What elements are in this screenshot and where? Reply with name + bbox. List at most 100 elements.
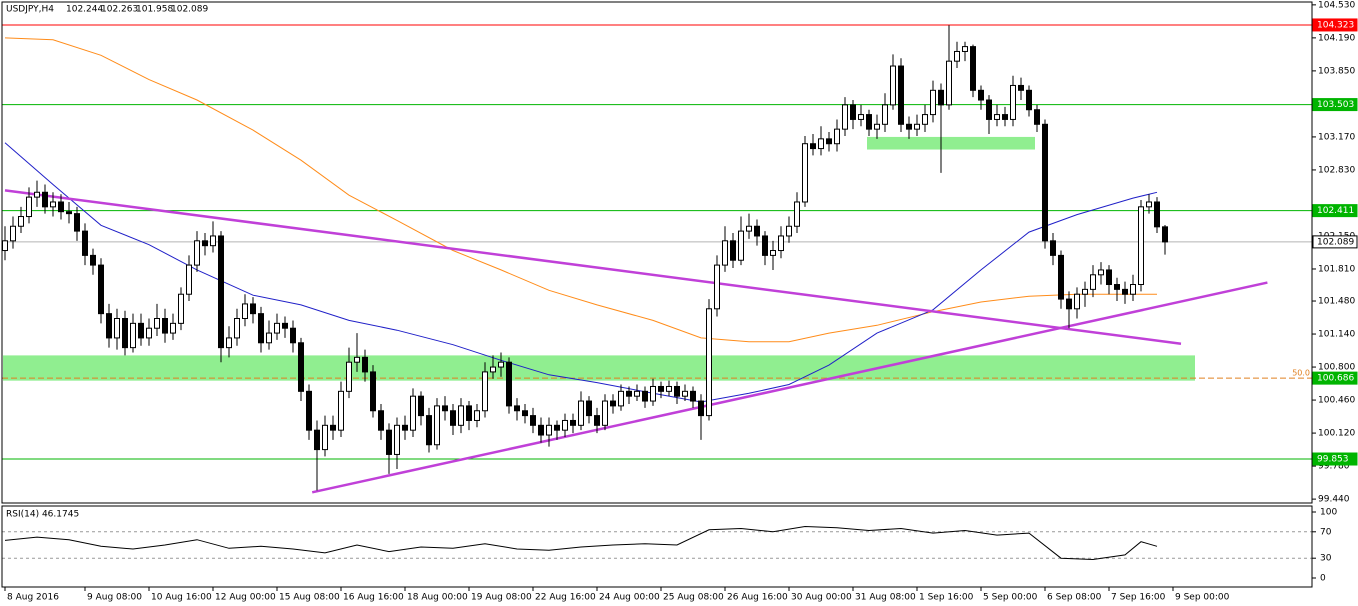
x-tick-label: 8 Aug 2016 xyxy=(7,593,59,603)
candle-body xyxy=(18,216,24,227)
candle-body xyxy=(826,138,832,145)
candle-body xyxy=(242,303,248,320)
candle-body xyxy=(434,405,440,446)
candle-body xyxy=(1082,288,1088,295)
candle-body xyxy=(418,395,424,417)
level-label: 99.853 xyxy=(1317,455,1349,465)
price-panel: 50.0 xyxy=(2,24,1312,494)
y-tick-label: 101.140 xyxy=(1318,330,1355,340)
candle-body xyxy=(170,322,176,334)
rsi-tick-label: 70 xyxy=(1320,527,1332,537)
candle-body xyxy=(410,395,416,431)
candle-body xyxy=(58,201,64,213)
candle-body xyxy=(10,225,16,242)
candle-body xyxy=(786,225,792,237)
candle-body xyxy=(554,424,560,431)
candle-body xyxy=(538,424,544,436)
candle-body xyxy=(1090,274,1096,290)
candle-body xyxy=(1010,84,1016,120)
candle-body xyxy=(378,410,384,431)
x-tick-label: 7 Sep 16:00 xyxy=(1111,593,1166,603)
candle-body xyxy=(226,337,232,349)
high: 102.263 xyxy=(101,5,138,15)
candle-body xyxy=(794,201,800,227)
candle-body xyxy=(978,89,984,101)
level-box xyxy=(1312,98,1358,112)
level-box xyxy=(1312,452,1358,466)
candle-body xyxy=(986,99,992,120)
candle-body xyxy=(674,385,680,397)
candle-body xyxy=(426,415,432,446)
y-tick-label: 101.480 xyxy=(1318,297,1355,307)
candle-body xyxy=(570,419,576,426)
candle-body xyxy=(162,318,168,334)
candle-body xyxy=(1042,123,1048,242)
candle-body xyxy=(90,254,96,266)
x-tick-label: 16 Aug 16:00 xyxy=(343,593,404,603)
candle-body xyxy=(130,322,136,349)
candle-body xyxy=(42,191,48,208)
trendline xyxy=(311,281,1268,494)
candle-body xyxy=(714,264,720,310)
x-tick-label: 24 Aug 00:00 xyxy=(599,593,660,603)
candle-body xyxy=(202,240,208,247)
candle-body xyxy=(114,318,120,339)
low: 101.958 xyxy=(136,5,173,15)
candle-body xyxy=(746,225,752,232)
candle-body xyxy=(810,143,816,150)
candle-body xyxy=(322,424,328,451)
candle-body xyxy=(50,201,56,208)
x-tick-label: 18 Aug 00:00 xyxy=(407,593,468,603)
candle-body xyxy=(882,104,888,125)
candle-body xyxy=(458,405,464,426)
candle-body xyxy=(482,371,488,412)
rsi-tick-label: 0 xyxy=(1320,574,1326,584)
candle-body xyxy=(562,419,568,431)
candle-body xyxy=(1058,254,1064,300)
candle-body xyxy=(194,240,200,266)
candle-body xyxy=(730,240,736,261)
candle-body xyxy=(154,318,160,329)
candle-body xyxy=(754,225,760,237)
candle-body xyxy=(466,405,472,421)
candle-body xyxy=(386,429,392,455)
candle-body xyxy=(1154,201,1160,228)
candle-body xyxy=(250,303,256,315)
candle-body xyxy=(906,123,912,130)
candle-body xyxy=(1074,293,1080,310)
candle-body xyxy=(1050,240,1056,256)
candle-body xyxy=(666,385,672,392)
candle-body xyxy=(626,390,632,397)
x-tick-label: 10 Aug 16:00 xyxy=(151,593,212,603)
candle-body xyxy=(802,143,808,203)
candle-body xyxy=(338,390,344,431)
candle-body xyxy=(898,65,904,125)
candle-body xyxy=(290,327,296,344)
level-label: 104.323 xyxy=(1317,20,1354,30)
price-frame xyxy=(1,1,1313,504)
candle-body xyxy=(1026,89,1032,111)
candle-body xyxy=(610,400,616,407)
candle-body xyxy=(330,424,336,431)
candle-body xyxy=(586,400,592,417)
candle-body xyxy=(1098,269,1104,276)
candle-body xyxy=(578,400,584,426)
x-tick-label: 22 Aug 16:00 xyxy=(535,593,596,603)
candle-body xyxy=(698,400,704,417)
candle-body xyxy=(106,313,112,339)
candle-body xyxy=(602,400,608,426)
x-tick-label: 9 Aug 08:00 xyxy=(87,593,142,603)
candle-body xyxy=(738,230,744,261)
candle-body xyxy=(690,390,696,402)
level-box xyxy=(1312,235,1358,249)
x-tick-label: 15 Aug 08:00 xyxy=(279,593,340,603)
candle-body xyxy=(930,89,936,116)
candle-body xyxy=(618,390,624,407)
candle-body xyxy=(866,114,872,130)
rsi-line xyxy=(4,525,1158,561)
zone xyxy=(867,136,1035,150)
candle-body xyxy=(1034,109,1040,125)
candle-body xyxy=(914,123,920,130)
candle-body xyxy=(186,264,192,295)
candle-body xyxy=(34,191,40,198)
